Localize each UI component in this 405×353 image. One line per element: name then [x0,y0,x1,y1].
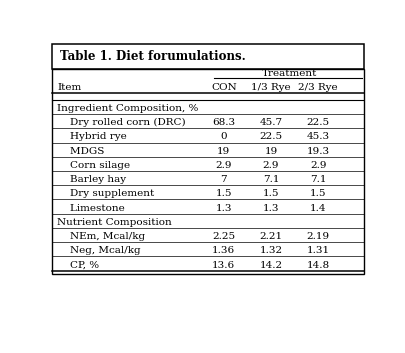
Text: 2.9: 2.9 [215,161,232,170]
Text: 13.6: 13.6 [212,261,235,269]
Text: Treatment: Treatment [262,69,317,78]
Text: 1.31: 1.31 [306,246,329,255]
Text: Dry supplement: Dry supplement [57,189,154,198]
Text: 1/3 Rye: 1/3 Rye [251,83,290,92]
Text: 7.1: 7.1 [262,175,279,184]
Text: 2.9: 2.9 [309,161,326,170]
Text: Corn silage: Corn silage [57,161,130,170]
Text: Dry rolled corn (DRC): Dry rolled corn (DRC) [57,118,185,127]
Text: 45.7: 45.7 [259,118,282,127]
Text: Neg, Mcal/kg: Neg, Mcal/kg [57,246,140,255]
Text: 0: 0 [220,132,226,142]
Text: CON: CON [211,83,236,92]
Text: 2.19: 2.19 [306,232,329,241]
Text: 14.2: 14.2 [259,261,282,269]
Text: 2.25: 2.25 [212,232,235,241]
Text: 14.8: 14.8 [306,261,329,269]
Text: 19.3: 19.3 [306,146,329,156]
Text: 7: 7 [220,175,226,184]
Text: 1.4: 1.4 [309,204,326,213]
Text: 19: 19 [264,146,277,156]
Text: 68.3: 68.3 [212,118,235,127]
Text: 19: 19 [217,146,230,156]
Text: MDGS: MDGS [57,146,104,156]
Text: Hybrid rye: Hybrid rye [57,132,126,142]
Text: 22.5: 22.5 [259,132,282,142]
Text: 7.1: 7.1 [309,175,326,184]
Text: Nutrient Composition: Nutrient Composition [57,218,171,227]
Text: Item: Item [57,83,81,92]
Text: Ingredient Composition, %: Ingredient Composition, % [57,104,198,113]
Text: 2/3 Rye: 2/3 Rye [298,83,337,92]
Text: 1.32: 1.32 [259,246,282,255]
Text: 2.9: 2.9 [262,161,279,170]
Text: 22.5: 22.5 [306,118,329,127]
Text: NEm, Mcal/kg: NEm, Mcal/kg [57,232,145,241]
Text: 1.5: 1.5 [215,189,232,198]
Text: Limestone: Limestone [57,204,124,213]
Text: 1.3: 1.3 [215,204,232,213]
Text: 1.5: 1.5 [309,189,326,198]
Text: 1.36: 1.36 [212,246,235,255]
Text: 2.21: 2.21 [259,232,282,241]
Text: Table 1. Diet forumulations.: Table 1. Diet forumulations. [60,50,245,63]
FancyBboxPatch shape [52,44,363,69]
Text: 45.3: 45.3 [306,132,329,142]
Text: CP, %: CP, % [57,261,99,269]
Text: 1.5: 1.5 [262,189,279,198]
Text: Barley hay: Barley hay [57,175,126,184]
Text: 1.3: 1.3 [262,204,279,213]
